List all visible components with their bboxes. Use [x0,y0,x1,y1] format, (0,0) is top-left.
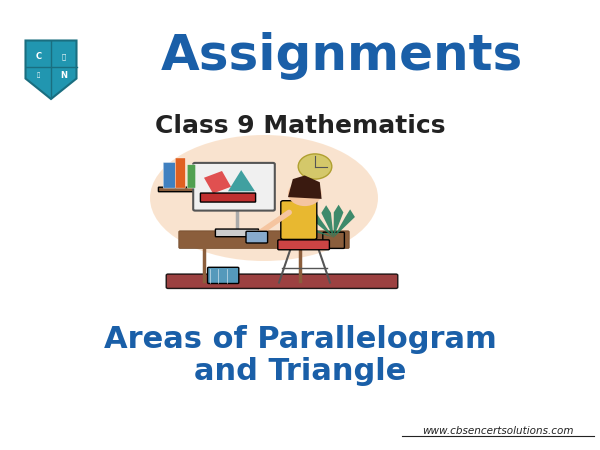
Circle shape [298,154,332,179]
FancyBboxPatch shape [200,193,256,202]
Polygon shape [228,170,255,191]
Text: 🎓: 🎓 [62,54,66,60]
Polygon shape [322,205,334,238]
Text: Areas of Parallelogram: Areas of Parallelogram [104,325,496,354]
FancyBboxPatch shape [187,165,196,188]
FancyBboxPatch shape [193,163,275,211]
FancyBboxPatch shape [246,231,268,243]
Ellipse shape [150,135,378,261]
Text: and Triangle: and Triangle [194,357,406,386]
Polygon shape [302,220,334,238]
FancyBboxPatch shape [158,187,199,192]
FancyBboxPatch shape [281,201,317,239]
FancyBboxPatch shape [215,229,259,237]
FancyBboxPatch shape [323,232,344,248]
Text: 🔭: 🔭 [37,73,40,78]
Polygon shape [310,211,334,238]
FancyBboxPatch shape [208,267,239,284]
Text: Class 9 Mathematics: Class 9 Mathematics [155,114,445,138]
FancyBboxPatch shape [278,240,329,250]
FancyBboxPatch shape [175,158,185,188]
FancyBboxPatch shape [163,162,175,188]
Text: N: N [60,71,67,80]
FancyBboxPatch shape [166,274,398,288]
Polygon shape [26,40,77,99]
Text: Assignments: Assignments [161,32,523,80]
Polygon shape [334,205,343,238]
Text: www.cbsencertsolutions.com: www.cbsencertsolutions.com [422,426,574,436]
Polygon shape [288,176,322,199]
Circle shape [288,181,322,206]
Polygon shape [334,209,355,238]
Polygon shape [204,171,231,194]
FancyBboxPatch shape [179,231,349,248]
Text: C: C [35,52,41,61]
